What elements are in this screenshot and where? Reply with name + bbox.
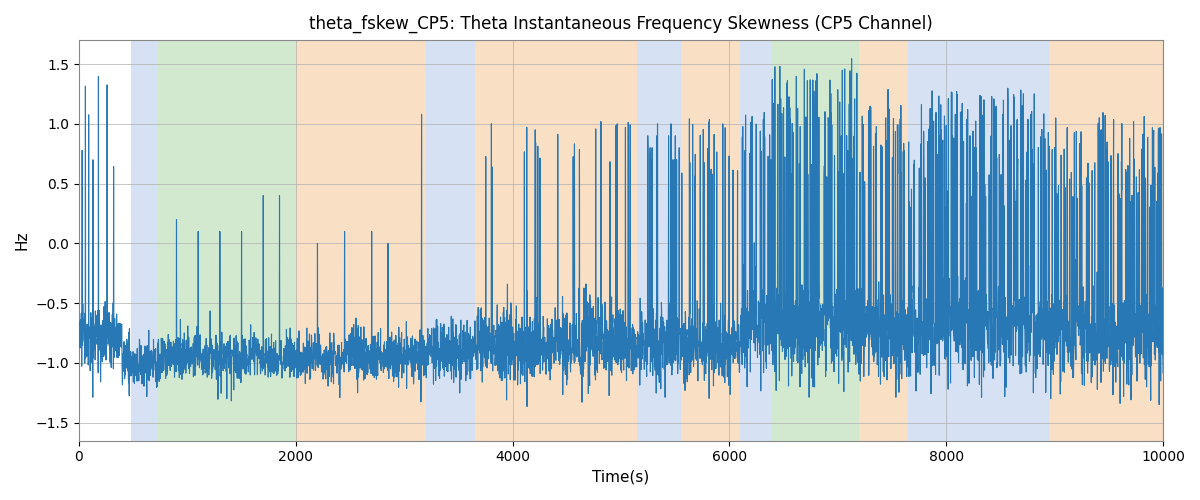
Bar <box>1049 40 1184 440</box>
X-axis label: Time(s): Time(s) <box>593 470 649 485</box>
Bar <box>158 40 295 440</box>
Bar <box>680 40 740 440</box>
Bar <box>859 40 908 440</box>
Bar <box>295 40 426 440</box>
Bar <box>131 40 158 440</box>
Bar <box>908 40 1049 440</box>
Title: theta_fskew_CP5: Theta Instantaneous Frequency Skewness (CP5 Channel): theta_fskew_CP5: Theta Instantaneous Fre… <box>310 15 932 34</box>
Bar <box>475 40 637 440</box>
Bar <box>426 40 475 440</box>
Bar <box>637 40 680 440</box>
Y-axis label: Hz: Hz <box>14 230 30 250</box>
Bar <box>740 40 770 440</box>
Bar <box>770 40 859 440</box>
